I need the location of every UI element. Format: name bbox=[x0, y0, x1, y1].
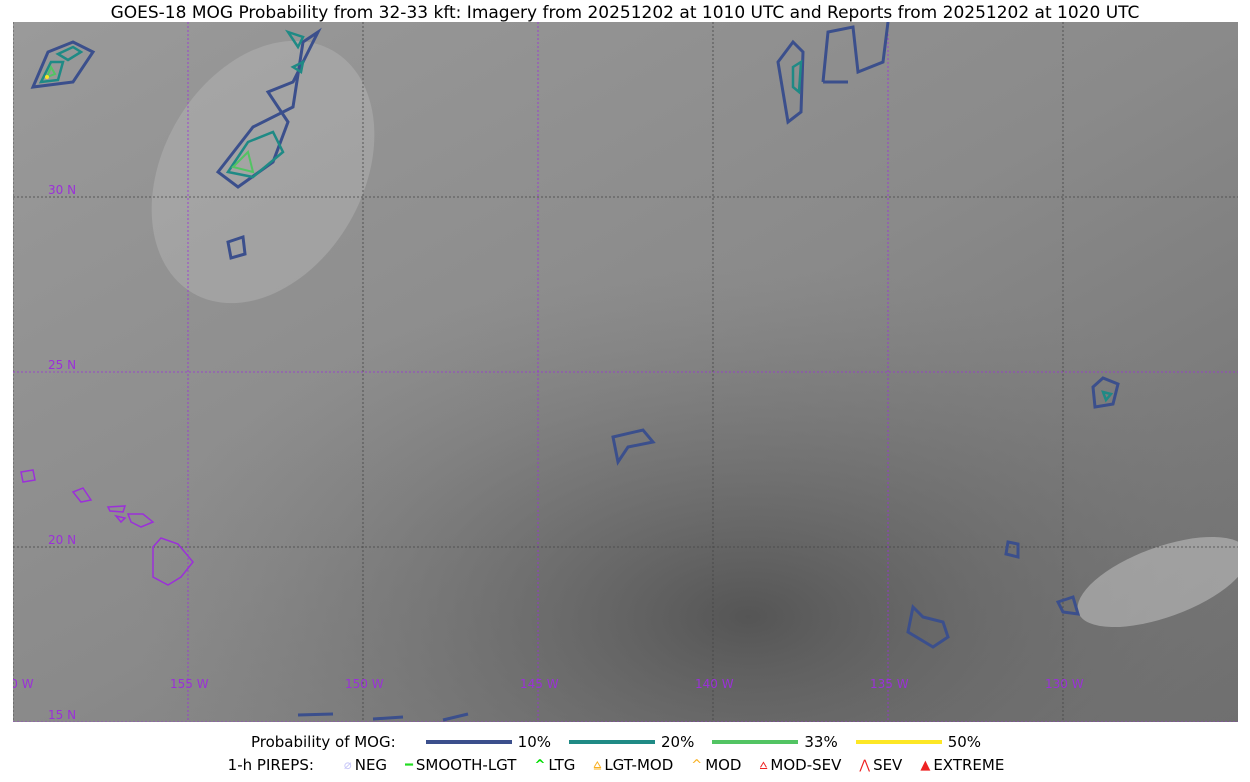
legend-10: 10% bbox=[425, 733, 551, 751]
longitude-label: 150 W bbox=[345, 677, 384, 691]
longitude-label: 140 W bbox=[695, 677, 734, 691]
probability-legend: Probability of MOG: 10% 20% 33% 50% bbox=[0, 733, 1250, 751]
swatch-50 bbox=[855, 740, 942, 744]
line-icon: ━ bbox=[405, 757, 413, 773]
swatch-33 bbox=[712, 740, 799, 744]
neg-icon: ⌀ bbox=[343, 757, 352, 773]
legend-33: 33% bbox=[712, 733, 838, 751]
longitude-label: 145 W bbox=[520, 677, 559, 691]
longitude-label: 130 W bbox=[1045, 677, 1084, 691]
double-caret-bar-icon: ⩟ bbox=[759, 757, 768, 773]
hawaii-coastlines bbox=[20, 469, 194, 586]
swatch-10 bbox=[425, 740, 512, 744]
double-caret-icon: ⋀ bbox=[859, 757, 871, 773]
latitude-label: 30 N bbox=[48, 183, 76, 197]
satellite-map: 160 W 155 W 150 W 145 W 140 W 135 W 130 W 30 N 2… bbox=[13, 22, 1238, 722]
legend-20: 20% bbox=[569, 733, 694, 751]
probability-legend-label: Probability of MOG: bbox=[250, 733, 396, 751]
caret-icon: ^ bbox=[534, 757, 546, 773]
pireps-legend: 1-h PIREPS: ⌀ NEG ━ SMOOTH-LGT ^ LTG ⩠ LGT-M… bbox=[227, 756, 1005, 774]
legend-50: 50% bbox=[855, 733, 981, 751]
latitude-label: 25 N bbox=[48, 358, 76, 372]
filled-triangle-icon: ▲ bbox=[920, 757, 931, 773]
longitude-label: 160 W bbox=[13, 677, 34, 691]
pireps-legend-label: 1-h PIREPS: bbox=[227, 756, 314, 774]
caret-icon: ^ bbox=[691, 757, 703, 773]
longitude-label: 135 W bbox=[870, 677, 909, 691]
latitude-label: 15 N bbox=[48, 708, 76, 722]
longitude-label: 155 W bbox=[170, 677, 209, 691]
swatch-20 bbox=[569, 740, 656, 744]
latitude-label: 20 N bbox=[48, 533, 76, 547]
caret-bar-icon: ⩠ bbox=[593, 757, 602, 773]
map-title: GOES-18 MOG Probability from 32-33 kft: … bbox=[110, 3, 1140, 23]
